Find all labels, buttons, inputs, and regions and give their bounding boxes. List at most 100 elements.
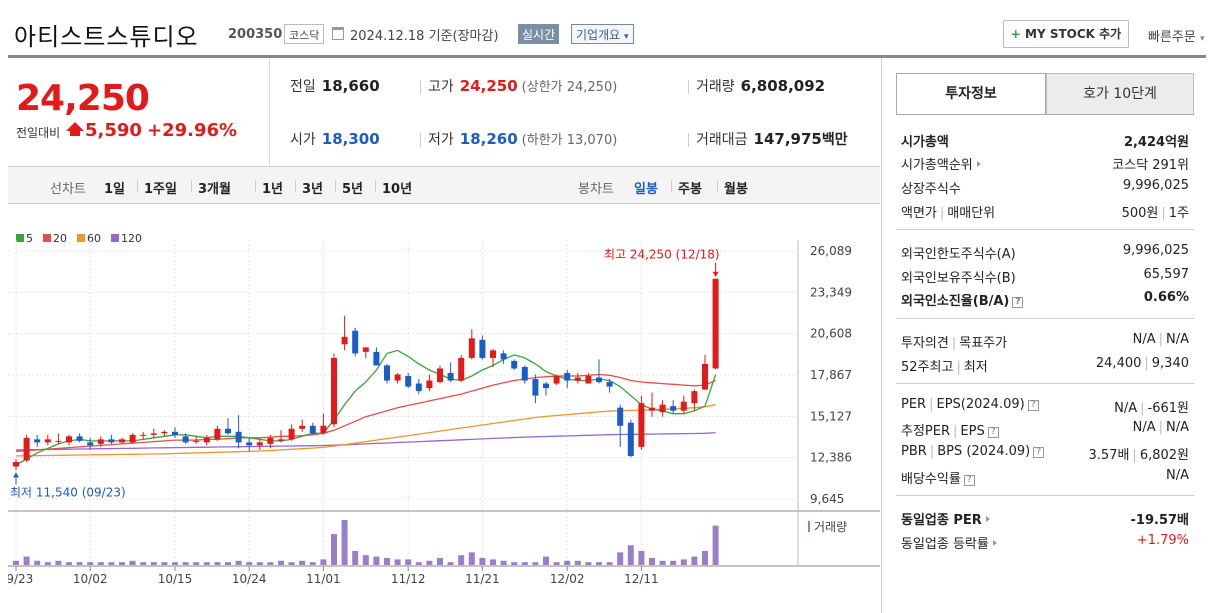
row-key: PBR | BPS (2024.09)? xyxy=(901,444,1045,463)
candle-body xyxy=(574,377,581,381)
period-line-6[interactable]: 10년 xyxy=(382,182,413,197)
market-cap-rank-row[interactable]: 시가총액순위 코스닥 291위 xyxy=(901,154,1189,173)
period-candle-1[interactable]: 주봉 xyxy=(678,182,702,197)
help-icon[interactable]: ? xyxy=(963,475,975,486)
amount-label: 거래대금 xyxy=(696,132,748,148)
separator: | xyxy=(929,444,935,459)
help-icon[interactable]: ? xyxy=(1033,447,1045,458)
help-icon[interactable]: ? xyxy=(1027,400,1039,411)
my-stock-add-button[interactable]: + MY STOCK 추가 xyxy=(1003,20,1129,48)
prev-close: 전일 18,660 xyxy=(290,76,380,96)
period-line-4[interactable]: 3년 xyxy=(302,182,324,197)
volume-bar xyxy=(119,562,125,565)
sector-per-row[interactable]: 동일업종 PER -19.57배 xyxy=(901,509,1189,528)
chevron-icon: ▾ xyxy=(1199,34,1205,44)
candle-body xyxy=(680,401,687,411)
y-tick-label: 17,867 xyxy=(810,368,852,382)
low-label: 저가 xyxy=(428,132,454,148)
separator: | xyxy=(1132,448,1137,463)
sector-change-row[interactable]: 동일업종 등락률 +1.79% xyxy=(901,533,1189,552)
candle-body xyxy=(490,350,496,358)
x-tick-label: 12/11 xyxy=(624,572,659,586)
realtime-button[interactable]: 실시간 xyxy=(518,24,560,44)
amount-unit: 백만 xyxy=(821,132,848,148)
period-line-0[interactable]: 1일 xyxy=(104,182,126,197)
tab-underline xyxy=(896,114,1194,115)
candle-body xyxy=(288,428,295,440)
period-candle-0[interactable]: 일봉 xyxy=(634,182,658,197)
candle-body xyxy=(309,425,316,434)
date-basis: 기준(장마감) xyxy=(428,29,499,44)
help-icon[interactable]: ? xyxy=(1012,297,1024,308)
candle-body xyxy=(13,461,19,467)
row-key-2: 매매단위 xyxy=(947,206,996,221)
x-tick-label: 11/01 xyxy=(306,572,341,586)
quick-order-button[interactable]: 빠른주문 ▾ xyxy=(1148,26,1205,45)
period-line-1[interactable]: 1주일 xyxy=(144,182,177,197)
up-arrow-stem xyxy=(70,131,80,136)
y-tick-label: 20,608 xyxy=(810,327,852,341)
volume-bar xyxy=(659,560,666,565)
row-value: -19.57배 xyxy=(1130,513,1189,528)
candle-body xyxy=(617,407,624,426)
period-line-5[interactable]: 5년 xyxy=(342,182,364,197)
row-key-2: EPS(2024.09) xyxy=(936,397,1025,412)
volume-bar xyxy=(394,559,401,565)
legend-ma120: 120 xyxy=(111,232,142,245)
price-box xyxy=(8,58,270,166)
candle-body xyxy=(606,382,613,387)
row-value-1: 500원 xyxy=(1121,206,1159,221)
period-bar xyxy=(8,166,880,204)
volume-bar xyxy=(44,562,51,565)
open-price: 시가 18,300 xyxy=(290,129,380,149)
row-value: 0.66% xyxy=(1143,290,1189,305)
stock-chart[interactable]: 26,089 23,349 20,608 17,867 15,127 12,386 9,64… xyxy=(8,240,880,613)
row-value: N/A | N/A xyxy=(1133,332,1189,351)
volume-bar xyxy=(490,559,496,565)
tab-orderbook[interactable]: 호가 10단계 xyxy=(1046,73,1194,115)
volume-bar xyxy=(256,562,263,565)
low-price: 저가 18,260 (하한가 13,070) xyxy=(428,129,617,149)
quote-date: 2024.12.18 기준(장마감) xyxy=(350,25,499,44)
separator: | xyxy=(929,397,934,412)
company-overview-button[interactable]: 기업개요 ▾ xyxy=(571,24,634,44)
row-key-text: 외국인소진율(B/A) xyxy=(901,294,1010,309)
x-tick-label: 10/15 xyxy=(158,572,193,586)
row-key: 상장주식수 xyxy=(901,182,961,197)
x-tick-label: 10/02 xyxy=(73,572,108,586)
section-divider xyxy=(896,229,1194,230)
candle-body xyxy=(479,339,486,358)
market-cap-row: 시가총액 2,424억원 xyxy=(901,131,1189,150)
foreign-limit-row: 외국인한도주식수(A) 9,996,025 xyxy=(901,243,1189,262)
volume-bar xyxy=(468,552,475,565)
period-separator xyxy=(375,180,376,192)
candle-body xyxy=(691,391,698,404)
upper-limit: (상한가 24,250) xyxy=(521,80,618,95)
candle-body xyxy=(331,357,337,425)
chevron-right-icon xyxy=(992,540,997,546)
candle-body xyxy=(246,442,253,446)
help-icon[interactable]: ? xyxy=(987,427,999,438)
chevron-right-icon xyxy=(976,161,981,167)
prev-label: 전일 xyxy=(290,79,316,95)
candle-body xyxy=(702,363,708,390)
y-tick-label: 12,386 xyxy=(810,451,852,465)
volume-bar xyxy=(553,562,560,565)
row-key-text: 동일업종 등락률 xyxy=(901,537,989,552)
volume-bar xyxy=(447,562,454,565)
y-tick-label: 15,127 xyxy=(810,409,852,423)
candle-body xyxy=(193,440,200,442)
volume-bar xyxy=(564,560,571,565)
dividend-row: 배당수익률? N/A xyxy=(901,468,1189,487)
period-line-2[interactable]: 3개월 xyxy=(198,182,231,197)
volume-bar xyxy=(691,556,698,565)
volume-bar xyxy=(585,562,592,565)
row-key: 외국인소진율(B/A)? xyxy=(901,290,1024,309)
candle-body xyxy=(55,440,62,442)
legend-swatch xyxy=(111,234,119,242)
volume-bar xyxy=(373,556,380,565)
period-candle-2[interactable]: 월봉 xyxy=(724,182,748,197)
period-line-3[interactable]: 1년 xyxy=(262,182,284,197)
period-separator xyxy=(191,180,192,192)
tab-investment-info[interactable]: 투자정보 xyxy=(896,73,1046,115)
